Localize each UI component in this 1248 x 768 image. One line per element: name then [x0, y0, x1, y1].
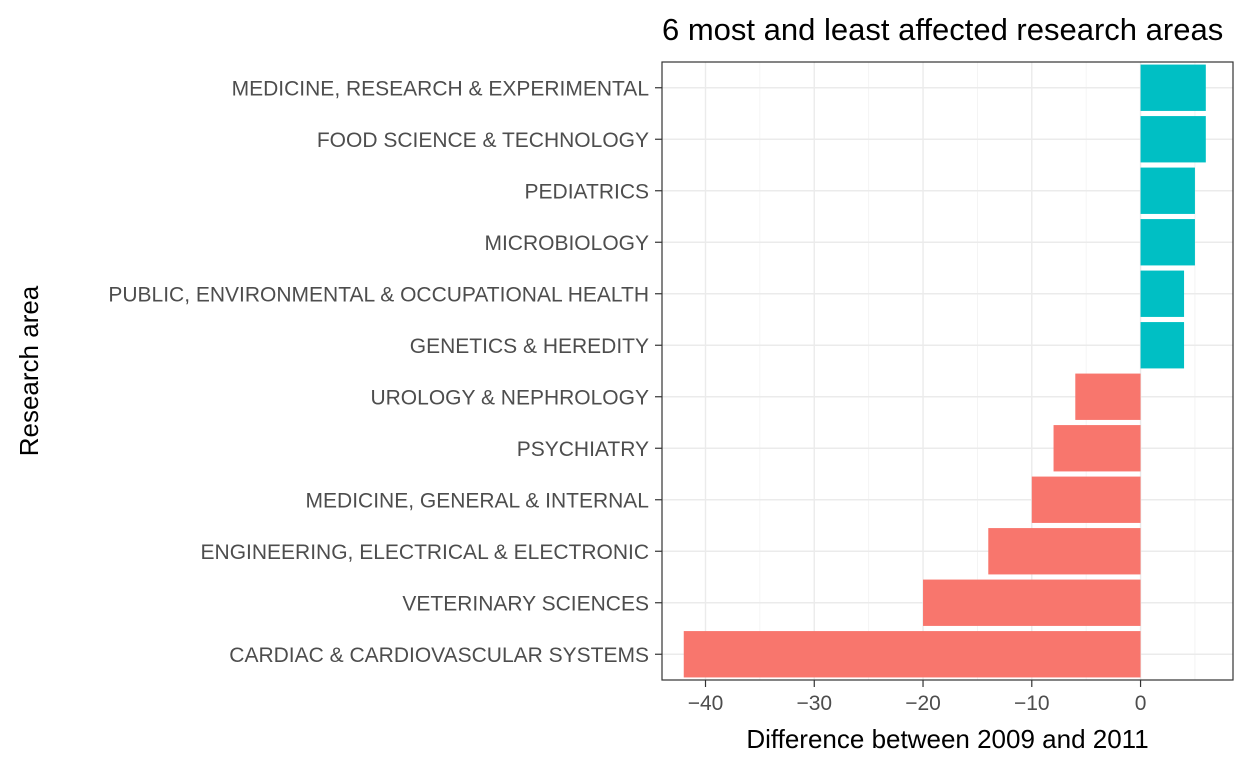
x-tick-label: −10: [1014, 692, 1050, 715]
x-tick-label: −20: [905, 692, 941, 715]
y-tick-label: CARDIAC & CARDIOVASCULAR SYSTEMS: [229, 644, 649, 667]
bar: [1140, 219, 1195, 266]
x-tick-label: −30: [796, 692, 832, 715]
bar: [923, 579, 1141, 626]
bar: [1140, 116, 1206, 163]
y-tick-label: PEDIATRICS: [525, 180, 649, 203]
bar: [1140, 322, 1185, 369]
bar: [1031, 476, 1141, 523]
y-tick-label: UROLOGY & NEPHROLOGY: [370, 386, 649, 409]
y-tick-label: MEDICINE, GENERAL & INTERNAL: [306, 489, 649, 512]
y-tick-label: MEDICINE, RESEARCH & EXPERIMENTAL: [232, 77, 649, 100]
bar: [1053, 425, 1141, 472]
x-tick-label: 0: [1135, 692, 1147, 715]
y-tick-label: PSYCHIATRY: [517, 438, 649, 461]
bar: [1140, 167, 1195, 214]
y-tick-label: GENETICS & HEREDITY: [410, 335, 649, 358]
bars: [683, 64, 1206, 678]
y-tick-label: FOOD SCIENCE & TECHNOLOGY: [317, 129, 649, 152]
y-tick-label: ENGINEERING, ELECTRICAL & ELECTRONIC: [201, 541, 649, 564]
x-tick-label: −40: [688, 692, 724, 715]
bar: [1140, 64, 1206, 111]
y-axis-ticks: MEDICINE, RESEARCH & EXPERIMENTAL FOOD SC…: [108, 77, 662, 667]
chart-title: 6 most and least affected research areas: [662, 12, 1223, 47]
y-tick-label: MICROBIOLOGY: [484, 232, 649, 255]
panel-border: [661, 61, 1234, 681]
x-axis-title: Difference between 2009 and 2011: [746, 724, 1148, 754]
bar: [988, 528, 1141, 575]
x-axis-ticks: −40 −30 −20 −10 0: [688, 680, 1147, 715]
bar: [1140, 270, 1185, 317]
y-axis-title: Research area: [14, 285, 44, 456]
bar: [1075, 373, 1141, 420]
y-tick-label: VETERINARY SCIENCES: [402, 592, 649, 615]
bar: [683, 631, 1141, 678]
y-tick-label: PUBLIC, ENVIRONMENTAL & OCCUPATIONAL HEA…: [108, 283, 649, 306]
